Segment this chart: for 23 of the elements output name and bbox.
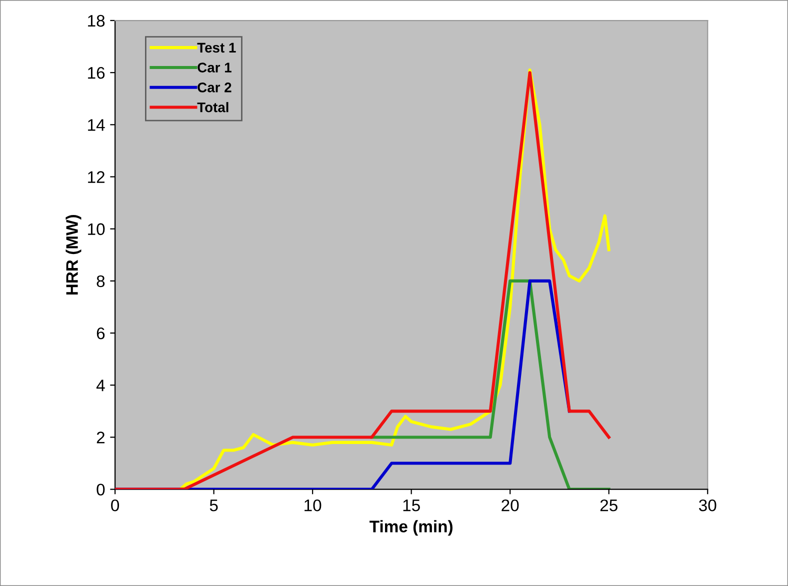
x-tick-label: 0 [111, 499, 120, 512]
x-tick-label: 5 [210, 500, 218, 512]
y-tick-label: 2 [96, 432, 104, 444]
legend-label: Car 1 [198, 62, 232, 72]
y-tick-label: 10 [88, 223, 105, 236]
legend-label: Car 2 [198, 82, 232, 92]
x-tick-label: 10 [304, 499, 322, 512]
y-tick-label: 6 [96, 327, 105, 340]
y-tick-label: 8 [96, 275, 105, 288]
y-tick-label: 18 [88, 14, 105, 27]
y-tick-label: 16 [88, 67, 105, 79]
x-tick-label: 30 [698, 499, 716, 512]
x-tick-label: 25 [600, 499, 618, 512]
y-tick-label: 4 [96, 380, 105, 392]
y-tick-label: 0 [96, 484, 105, 496]
y-tick-label: 14 [88, 119, 105, 131]
x-tick-label: 20 [502, 499, 519, 512]
legend-label: Test 1 [197, 42, 236, 53]
legend-label: Total [197, 102, 228, 112]
x-tick-label: 15 [403, 500, 420, 512]
x-axis-title: Time (min) [370, 520, 452, 536]
y-axis-title: HRR (MW) [66, 215, 82, 295]
y-tick-label: 12 [88, 171, 104, 183]
